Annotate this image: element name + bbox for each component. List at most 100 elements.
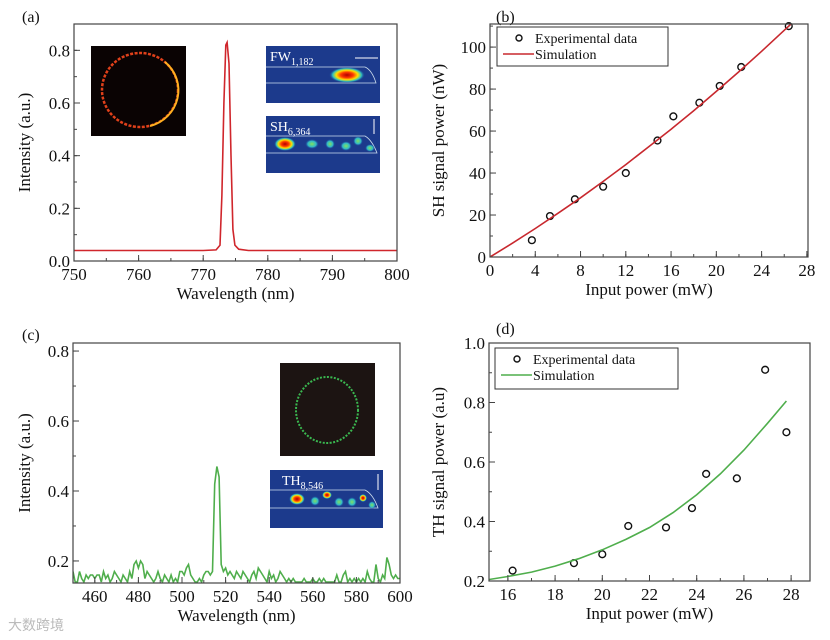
x-tick-label: 750 — [61, 265, 87, 284]
x-tick-label: 520 — [213, 587, 239, 606]
y-tick-label: 0.4 — [464, 513, 486, 532]
legend-box — [494, 347, 679, 390]
data-point — [761, 365, 770, 374]
panel-label: (d) — [496, 321, 515, 338]
x-tick-label: 4 — [531, 261, 540, 280]
legend-label: Experimental data — [535, 32, 638, 47]
x-tick-label: 500 — [169, 587, 195, 606]
y-tick-label: 0.8 — [48, 342, 69, 361]
sh-mode-inset: SH6,364 — [266, 116, 380, 173]
x-tick-label: 780 — [255, 265, 281, 284]
y-tick-label: 0.6 — [49, 94, 70, 113]
x-tick-label: 790 — [320, 265, 346, 284]
panel-label: (a) — [22, 9, 40, 26]
x-tick-label: 16 — [499, 585, 516, 604]
x-tick-label: 22 — [641, 585, 658, 604]
y-tick-label: 0.8 — [49, 41, 70, 60]
fw-spectrum-line — [74, 39, 397, 252]
y-tick-label: 0.0 — [49, 252, 70, 271]
data-point — [661, 523, 671, 532]
data-point — [702, 469, 711, 479]
x-tick-label: 12 — [617, 261, 634, 280]
x-tick-label: 600 — [387, 587, 413, 606]
x-axis-label: Input power (mW) — [585, 280, 712, 299]
panel-label: (b) — [496, 9, 515, 26]
x-tick-label: 24 — [688, 585, 706, 604]
y-tick-label: 0.2 — [48, 552, 69, 571]
y-tick-label: 80 — [469, 80, 486, 99]
y-axis-label: SH signal power (nW) — [429, 64, 448, 217]
x-tick-label: 800 — [384, 265, 410, 284]
x-tick-label: 28 — [783, 585, 800, 604]
y-tick-label: 0.6 — [48, 412, 69, 431]
ring-image-red-inset — [91, 46, 186, 136]
fw-label: FW — [270, 50, 292, 65]
fw-subscript: 1,182 — [291, 57, 314, 68]
x-tick-label: 8 — [576, 261, 585, 280]
th-subscript: 8,546 — [301, 481, 324, 492]
legend-marker-scatter — [513, 355, 521, 363]
data-point — [653, 136, 662, 145]
y-tick-label: 0.4 — [49, 147, 71, 166]
legend-label: Simulation — [533, 369, 594, 384]
th-mode-inset: TH8,546 — [270, 470, 383, 528]
th-spectrum-line — [73, 466, 400, 583]
y-axis-label: Intensity (a.u.) — [15, 93, 34, 193]
panel-b: 0 4 8 12 16 20 24 28 0 20 40 60 80 100 Input power (mW… — [429, 9, 815, 299]
plot-frame — [489, 23, 809, 258]
legend-box — [496, 26, 669, 67]
panel-label: (c) — [22, 327, 40, 344]
data-point — [599, 182, 608, 191]
svg-text:FW1,182: FW1,182 — [270, 50, 314, 68]
panel-c: 460 480 500 520 540 560 580 600 0.2 0.4 0.6 0.8 Wave… — [15, 327, 413, 625]
x-tick-label: 580 — [344, 587, 370, 606]
y-tick-label: 100 — [461, 38, 487, 57]
legend-label: Simulation — [535, 48, 596, 63]
sh-subscript: 6,364 — [288, 127, 311, 138]
y-tick-label: 0.4 — [48, 482, 70, 501]
svg-text:SH6,364: SH6,364 — [270, 120, 310, 138]
x-axis-label: Input power (mW) — [586, 604, 713, 623]
y-tick-label: 1.0 — [464, 334, 485, 353]
y-tick-label: 20 — [469, 206, 486, 225]
y-tick-label: 40 — [469, 164, 486, 183]
x-tick-label: 0 — [486, 261, 495, 280]
y-axis-label: TH signal power (a.u) — [429, 387, 448, 537]
data-point — [784, 21, 793, 31]
x-axis-label: Wavelength (nm) — [177, 606, 295, 625]
x-tick-label: 16 — [663, 261, 680, 280]
x-tick-label: 20 — [708, 261, 725, 280]
plot-frame — [72, 342, 401, 584]
y-tick-label: 0.8 — [464, 394, 485, 413]
data-point — [687, 504, 697, 513]
data-point — [624, 521, 633, 531]
x-tick-label: 24 — [753, 261, 771, 280]
data-point — [782, 428, 791, 437]
th-label: TH — [282, 474, 301, 489]
panel-d: 16 18 20 22 24 26 28 0.2 0.4 0.6 0.8 1.0 Input power… — [429, 321, 811, 623]
x-tick-label: 770 — [190, 265, 216, 284]
data-point — [669, 112, 678, 121]
x-tick-label: 26 — [735, 585, 752, 604]
legend-label: Experimental data — [533, 353, 636, 368]
x-tick-label: 20 — [594, 585, 611, 604]
panel-a: 750 760 770 780 790 800 0.0 0.2 0.4 0.6 0.8 Wavelen… — [15, 9, 410, 303]
x-tick-label: 18 — [547, 585, 564, 604]
y-tick-label: 0.2 — [464, 572, 485, 591]
y-tick-label: 60 — [469, 122, 486, 141]
data-point — [508, 566, 517, 575]
simulation-line — [490, 24, 792, 257]
data-point — [527, 236, 536, 245]
legend-marker-scatter — [515, 34, 523, 42]
x-tick-label: 560 — [300, 587, 326, 606]
x-tick-label: 480 — [126, 587, 152, 606]
y-tick-label: 0.2 — [49, 199, 70, 218]
x-axis-label: Wavelength (nm) — [176, 284, 294, 303]
y-tick-label: 0 — [478, 248, 487, 267]
sh-label: SH — [270, 120, 288, 135]
x-tick-label: 760 — [126, 265, 152, 284]
svg-text:TH8,546: TH8,546 — [282, 474, 323, 492]
